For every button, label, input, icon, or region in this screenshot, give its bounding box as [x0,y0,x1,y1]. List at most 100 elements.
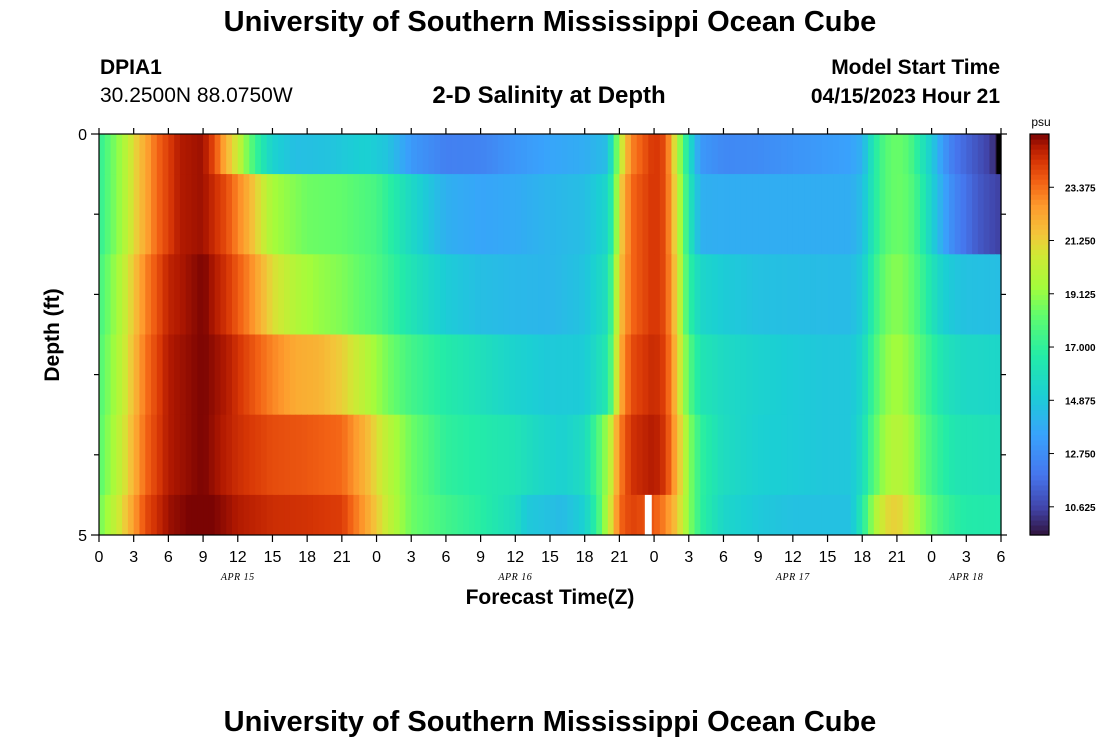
heat-cell [682,334,690,416]
heat-cell [330,254,337,335]
heat-cell [324,334,331,416]
heat-cell [272,494,279,536]
heat-cell [203,254,210,335]
heat-cell [798,414,806,496]
heat-cell [359,334,366,416]
heat-cell [920,494,927,536]
heat-cell [590,134,597,175]
heat-cell [393,254,401,335]
heat-cell [908,174,915,255]
heat-cell [758,134,765,175]
heat-cell [451,134,459,175]
heat-cell [411,494,418,536]
heat-cell [359,494,366,536]
heat-cell [104,494,112,536]
heat-cell [237,174,245,255]
heat-cell [787,174,794,255]
heat-cell [810,254,817,335]
heat-cell [694,134,701,175]
colorbar-segment [1030,239,1049,245]
heat-cell [486,134,493,175]
heat-cell [607,414,615,496]
heat-cell [526,494,534,536]
heat-cell [255,174,262,255]
heat-cell [578,334,586,416]
heat-cell [873,414,881,496]
heat-cell [977,334,985,416]
heat-cell [532,414,540,496]
heat-cell [544,174,551,255]
heat-cell [792,134,800,175]
page-title: University of Southern Mississippi Ocean… [223,6,877,38]
heat-cell [411,254,418,335]
colorbar-segment [1030,309,1049,316]
heat-cell [503,414,511,496]
heat-cell [220,334,227,416]
heat-cell [324,174,331,255]
heat-cell [503,134,511,175]
heat-cell [185,494,193,536]
colorbar-segment [1030,389,1049,396]
heat-cell [457,174,464,255]
heat-cell [220,254,227,335]
heat-cell [214,494,222,536]
heat-cell [301,494,308,536]
heat-cell [688,334,696,416]
heat-cell [902,334,910,416]
heat-cell [116,254,123,335]
heat-cell [249,494,256,536]
heat-cell [862,134,869,175]
heat-cell [440,334,447,416]
x-tick-label: 21 [888,549,906,566]
colorbar-segment [1030,364,1049,371]
heat-cell [995,414,1002,496]
heat-cell [364,254,372,335]
heat-cell [341,414,349,496]
heat-cell [954,414,962,496]
heat-cell [162,134,169,175]
heat-cell [648,254,655,335]
heat-cell [671,254,678,335]
heat-cell [763,414,771,496]
heat-cell [347,174,355,255]
heat-cell [989,134,996,175]
heat-cell [555,494,563,536]
heat-cell [428,134,435,175]
heat-cell [116,414,123,496]
heat-cell [208,494,216,536]
heat-cell [613,334,620,416]
heat-cell [607,254,615,335]
heat-cell [179,414,187,496]
heat-cell [526,134,534,175]
heat-cell [567,334,574,416]
heat-cell [307,174,314,255]
heat-cell [145,494,152,536]
heat-cell [590,334,597,416]
heat-cell [405,494,412,536]
heat-cell [457,494,464,536]
heat-cell [920,174,927,255]
heat-cell [596,334,603,416]
heat-cell [850,494,858,536]
colorbar-segment [1030,164,1049,170]
heat-cell [318,254,326,335]
heat-cell [844,174,852,255]
colorbar-segment [1030,419,1049,426]
heat-cell [312,494,320,536]
heat-cell [636,254,644,335]
heat-cell [648,414,655,496]
x-tick-label: 21 [610,549,628,566]
heat-cell [648,334,655,416]
heat-cell [127,334,135,416]
heat-cell [700,334,707,416]
heat-cell [474,174,482,255]
heat-cell [654,494,661,536]
heat-cell [694,254,701,335]
heat-cell [393,174,401,255]
heat-cell [330,334,337,416]
heat-cell [145,414,152,496]
heat-cell [538,494,545,536]
heat-cell [833,414,840,496]
heat-cell [931,254,938,335]
colorbar-segment [1030,379,1049,386]
